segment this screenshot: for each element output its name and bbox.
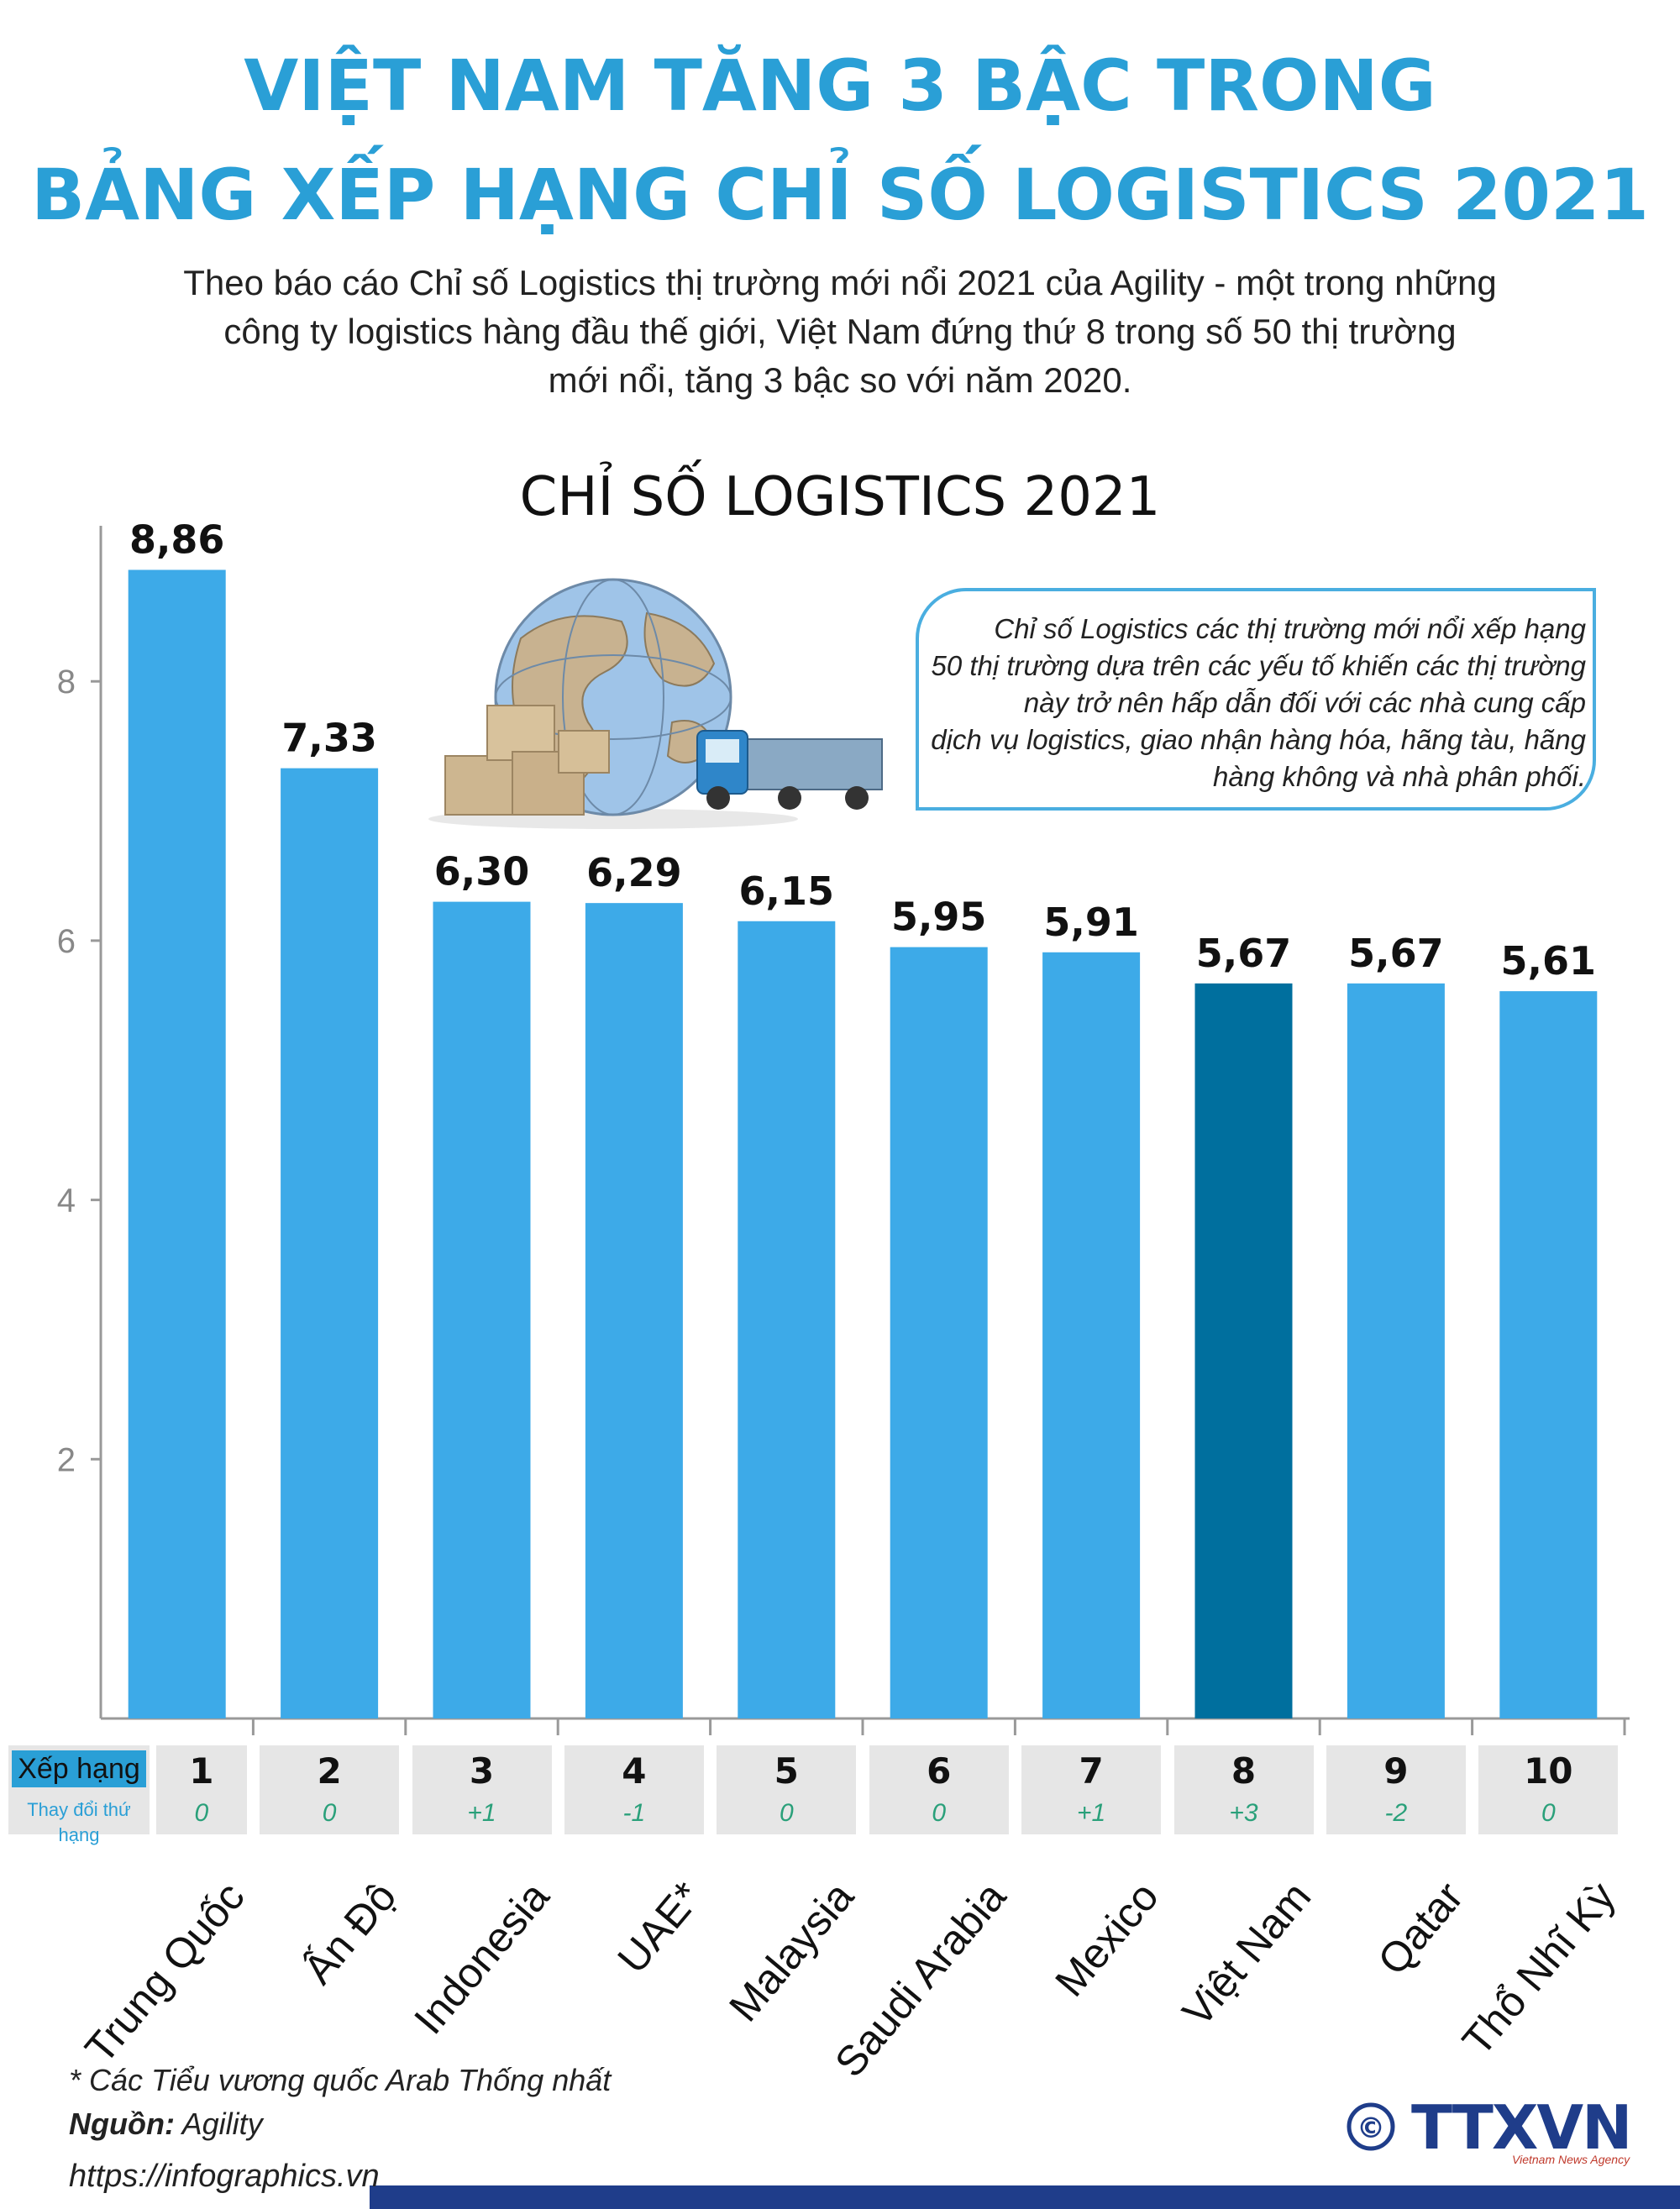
y-tick-label: 8 — [57, 664, 76, 700]
source-value: Agility — [174, 2107, 263, 2141]
page-title-line-1: VIỆT NAM TĂNG 3 BẬC TRONG — [244, 45, 1436, 127]
footer-url-link[interactable]: https://infographics.vn — [69, 2159, 380, 2194]
info-note-box: Chỉ số Logistics các thị trường mới nổi … — [916, 588, 1596, 811]
bar-9 — [1347, 983, 1445, 1718]
source-line: Nguồn: Agility — [69, 2107, 263, 2142]
footer-navy-strip — [370, 2185, 1680, 2209]
x-category-label: Mexico — [1046, 1873, 1168, 2006]
bar-8 — [1194, 983, 1293, 1718]
rank-change-value: +1 — [1076, 1799, 1106, 1827]
x-category-label: Thổ Nhĩ Kỳ — [1453, 1873, 1625, 2065]
y-tick-label: 4 — [57, 1183, 76, 1220]
rank-change-value: +1 — [467, 1799, 496, 1827]
note-line-4: dịch vụ logistics, giao nhận hàng hóa, h… — [931, 724, 1586, 755]
x-category-label: Indonesia — [404, 1873, 558, 2044]
rank-change-value: -2 — [1384, 1799, 1408, 1827]
rank-number: 2 — [317, 1750, 342, 1792]
bar-5 — [738, 921, 836, 1718]
rank-change-value: +3 — [1229, 1799, 1258, 1827]
intro-text-line-2: công ty logistics hàng đầu thế giới, Việ… — [223, 312, 1457, 351]
footer-bar: https://infographics.vn — [0, 2150, 1680, 2209]
x-category-label: Ấn Độ — [294, 1873, 406, 1993]
rank-change-value: -1 — [622, 1799, 646, 1827]
rank-cell-3: 3 +1 — [412, 1745, 552, 1834]
rank-number: 9 — [1383, 1750, 1409, 1792]
rank-number: 1 — [189, 1750, 214, 1792]
x-category-label: Trung Quốc — [76, 1873, 254, 2072]
copyright-circle — [1347, 2102, 1395, 2151]
rank-cell-9: 9 -2 — [1326, 1745, 1466, 1834]
note-line-1: Chỉ số Logistics các thị trường mới nổi … — [994, 613, 1586, 644]
chart-value-labels: 8,86 7,33 6,30 6,29 6,15 5,95 5,91 5,67 5,67 5,61 — [129, 517, 1596, 984]
rank-cell-7: 7 +1 — [1021, 1745, 1162, 1834]
bar-4 — [585, 903, 683, 1718]
chart-bars — [128, 569, 1598, 1719]
bar-value-label: 5,67 — [1348, 931, 1444, 976]
note-line-3: này trở nên hấp dẫn đối với các nhà cung… — [1023, 687, 1586, 718]
chart-title: CHỈ SỐ LOGISTICS 2021 — [519, 466, 1161, 528]
rank-number: 4 — [622, 1750, 647, 1792]
bar-1 — [128, 569, 226, 1718]
rank-change-value: 0 — [194, 1799, 209, 1827]
intro-text-line-3: mới nổi, tăng 3 bậc so với năm 2020. — [548, 360, 1132, 400]
rank-change-header-label: Thay đổi thứ hạng — [27, 1799, 131, 1845]
bar-6 — [890, 947, 988, 1718]
copyright-symbol: © — [1357, 2112, 1385, 2145]
bar-value-label: 5,95 — [891, 895, 987, 940]
x-category-label: Qatar — [1368, 1873, 1473, 1984]
rank-change-value: 0 — [1541, 1799, 1556, 1827]
cardboard-boxes-icon — [444, 705, 610, 816]
rank-number: 7 — [1079, 1750, 1104, 1792]
y-tick-label: 2 — [57, 1441, 76, 1478]
bar-value-label: 5,67 — [1196, 931, 1292, 976]
source-label: Nguồn: — [69, 2107, 175, 2141]
bar-value-label: 6,29 — [586, 850, 682, 895]
rank-number: 3 — [469, 1750, 495, 1792]
rank-cell-10: 10 0 — [1478, 1745, 1619, 1834]
rank-cell-8: 8 +3 — [1173, 1745, 1314, 1834]
x-category-label: Việt Nam — [1173, 1873, 1320, 2035]
x-category-label: UAE* — [608, 1873, 711, 1982]
bar-value-label: 6,15 — [739, 868, 835, 914]
logo-subtitle: Vietnam News Agency — [1512, 2153, 1630, 2166]
x-category-label: Malaysia — [720, 1873, 864, 2031]
footnote: * Các Tiểu vương quốc Arab Thống nhất — [69, 2063, 612, 2097]
note-line-5: hàng không và nhà phân phối. — [1212, 761, 1586, 792]
bar-7 — [1042, 952, 1141, 1718]
page-title-line-2: BẢNG XẾP HẠNG CHỈ SỐ LOGISTICS 2021 — [31, 154, 1649, 236]
bar-2 — [281, 768, 379, 1719]
rank-change-value: 0 — [322, 1799, 337, 1827]
truck-icon — [696, 730, 883, 810]
note-line-2: 50 thị trường dựa trên các yếu tố khiến … — [931, 650, 1586, 681]
bar-3 — [433, 901, 531, 1718]
ttxvn-logo: © TTXVN Vietnam News Agency — [1347, 2092, 1632, 2166]
intro-text-line-1: Theo báo cáo Chỉ số Logistics thị trường… — [183, 263, 1497, 302]
bar-value-label: 6,30 — [434, 849, 530, 895]
logo-text: TTXVN — [1411, 2092, 1630, 2163]
bar-value-label: 5,91 — [1043, 900, 1139, 945]
bar-value-label: 7,33 — [281, 716, 377, 761]
bar-10 — [1499, 991, 1598, 1718]
rank-table-header: Xếp hạng Thay đổi thứ hạng — [8, 1745, 150, 1845]
rank-change-value: 0 — [779, 1799, 794, 1827]
rank-number: 10 — [1524, 1750, 1573, 1792]
rank-number: 8 — [1231, 1750, 1257, 1792]
bar-chart: 2 4 6 8 8,86 7,33 6,30 6,29 6,15 5,95 5,91 5,67 5,6… — [57, 517, 1630, 1735]
y-tick-label: 6 — [57, 923, 76, 960]
bar-value-label: 8,86 — [129, 517, 225, 562]
rank-cell-4: 4 -1 — [564, 1745, 704, 1834]
rank-change-value: 0 — [932, 1799, 947, 1827]
logistics-illustration — [428, 578, 883, 829]
rank-header-label: Xếp hạng — [12, 1750, 146, 1787]
rank-number: 6 — [927, 1750, 952, 1792]
rank-number: 5 — [774, 1750, 799, 1792]
chart-axes: 2 4 6 8 — [57, 526, 1630, 1735]
bar-value-label: 5,61 — [1501, 938, 1597, 984]
rank-table: Xếp hạng Thay đổi thứ hạng 1 0 2 0 3 +1 4 -1 5 0 6… — [8, 1745, 1619, 1845]
